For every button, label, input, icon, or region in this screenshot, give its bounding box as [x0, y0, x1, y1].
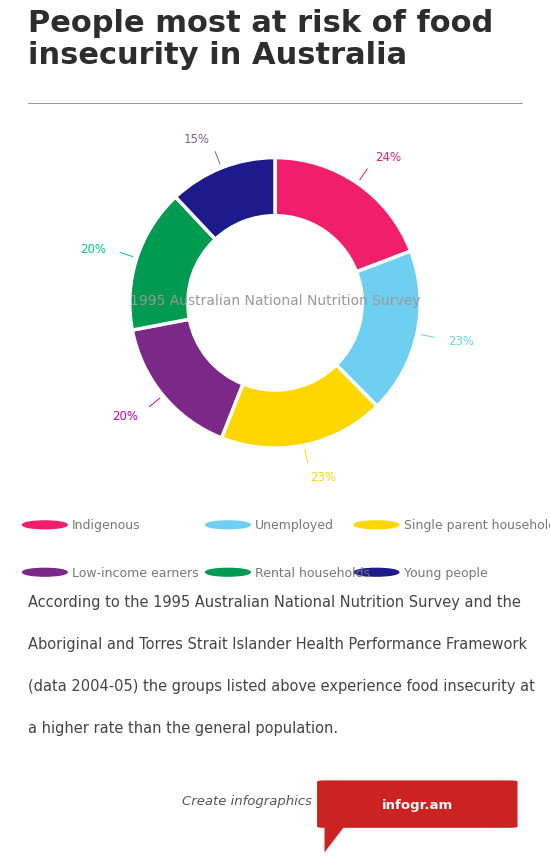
- Wedge shape: [133, 319, 243, 438]
- Text: Single parent households: Single parent households: [404, 518, 550, 532]
- Text: (data 2004-05) the groups listed above experience food insecurity at: (data 2004-05) the groups listed above e…: [28, 678, 535, 693]
- Wedge shape: [336, 251, 420, 406]
- Text: According to the 1995 Australian National Nutrition Survey and the: According to the 1995 Australian Nationa…: [28, 594, 520, 609]
- Circle shape: [23, 568, 67, 577]
- Wedge shape: [130, 198, 216, 331]
- Text: 20%: 20%: [80, 242, 107, 256]
- Wedge shape: [222, 365, 377, 449]
- Text: Create infographics: Create infographics: [182, 794, 312, 808]
- Text: Rental households: Rental households: [255, 566, 370, 579]
- Text: Indigenous: Indigenous: [72, 518, 141, 532]
- Text: Unemployed: Unemployed: [255, 518, 334, 532]
- Circle shape: [23, 521, 67, 529]
- Circle shape: [206, 521, 250, 529]
- Text: 23%: 23%: [448, 335, 474, 348]
- Text: Aboriginal and Torres Strait Islander Health Performance Framework: Aboriginal and Torres Strait Islander He…: [28, 636, 527, 651]
- Text: 23%: 23%: [310, 470, 337, 483]
- FancyBboxPatch shape: [317, 780, 518, 828]
- Text: 15%: 15%: [184, 133, 210, 146]
- Text: 24%: 24%: [376, 152, 402, 164]
- Circle shape: [206, 568, 250, 577]
- Text: Low-income earners: Low-income earners: [72, 566, 199, 579]
- Text: 1995 Australian National Nutrition Survey: 1995 Australian National Nutrition Surve…: [130, 294, 420, 307]
- Text: infogr.am: infogr.am: [382, 797, 453, 811]
- Circle shape: [354, 568, 399, 577]
- Wedge shape: [175, 158, 275, 240]
- Polygon shape: [324, 827, 344, 852]
- Text: a higher rate than the general population.: a higher rate than the general populatio…: [28, 720, 338, 734]
- Text: People most at risk of food
insecurity in Australia: People most at risk of food insecurity i…: [28, 9, 493, 70]
- Text: Young people: Young people: [404, 566, 487, 579]
- Text: 20%: 20%: [112, 410, 139, 423]
- Circle shape: [354, 521, 399, 529]
- Wedge shape: [275, 158, 411, 272]
